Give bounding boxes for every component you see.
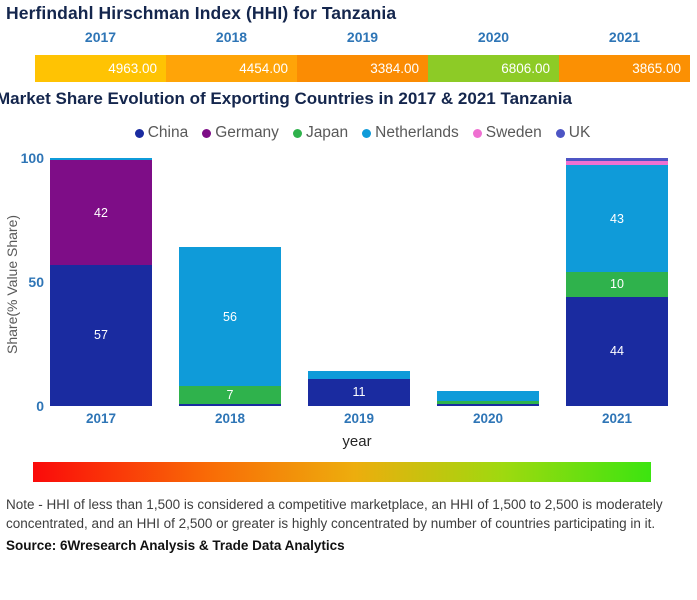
y-tick-100: 100 xyxy=(20,150,44,166)
legend-dot-germany xyxy=(202,128,212,138)
y-tick-0: 0 xyxy=(36,398,44,414)
bar-segment-netherlands-2020 xyxy=(437,391,539,402)
hhi-year-2021: 2021 xyxy=(608,29,641,45)
legend-item-japan[interactable]: Japan xyxy=(292,124,349,142)
legend-label-sweden: Sweden xyxy=(485,124,542,141)
legend-label-japan: Japan xyxy=(305,124,349,141)
legend-item-china[interactable]: China xyxy=(134,124,189,142)
hhi-value-cell-2018: 4454.00 xyxy=(166,55,297,82)
bar-segment-sweden-2021 xyxy=(566,160,668,166)
legend-dot-uk xyxy=(555,128,565,138)
hhi-value-cell-2021: 3865.00 xyxy=(559,55,690,82)
bar-segment-china-2017: 57 xyxy=(50,264,152,406)
bar-segment-japan-2021: 10 xyxy=(566,272,668,297)
bar-segment-netherlands-2021: 43 xyxy=(566,165,668,273)
bar-segment-netherlands-2017 xyxy=(50,158,152,161)
bar-segment-netherlands-2018: 56 xyxy=(179,247,281,387)
bar-segment-japan-2018: 7 xyxy=(179,386,281,404)
legend-label-china: China xyxy=(147,124,189,141)
hhi-years-row: 2017 2018 2019 2020 2021 xyxy=(35,29,690,49)
hhi-year-2019: 2019 xyxy=(346,29,379,45)
legend-item-germany[interactable]: Germany xyxy=(202,124,279,142)
hhi-gradient-scale xyxy=(33,462,651,482)
hhi-title: Herfindahl Hirschman Index (HHI) for Tan… xyxy=(6,3,397,23)
bar-segment-germany-2017: 42 xyxy=(50,160,152,265)
note-text: Note - HHI of less than 1,500 is conside… xyxy=(6,497,663,532)
chart-legend: China Germany Japan Netherlands Sweden UK xyxy=(0,122,697,144)
footer: Note - HHI of less than 1,500 is conside… xyxy=(6,495,678,553)
legend-dot-china xyxy=(134,128,144,138)
hhi-value-cell-2019: 3384.00 xyxy=(297,55,428,82)
legend-dot-japan xyxy=(292,128,302,138)
bar-segment-uk-2021 xyxy=(566,158,668,161)
legend-dot-sweden xyxy=(472,128,482,138)
bar-2017: 57 42 xyxy=(50,158,152,406)
x-axis-ticks: 2017 2018 2019 2020 2021 xyxy=(50,411,668,429)
y-tick-50: 50 xyxy=(28,274,44,290)
legend-label-netherlands: Netherlands xyxy=(375,124,459,141)
hhi-year-2018: 2018 xyxy=(215,29,248,45)
bar-segment-japan-2020 xyxy=(437,401,539,404)
bar-segment-china-2018 xyxy=(179,403,281,406)
plot-area: 57 42 7 56 11 44 10 43 xyxy=(50,158,668,406)
hhi-value-cell-2020: 6806.00 xyxy=(428,55,559,82)
bar-2018: 7 56 xyxy=(179,158,281,406)
x-tick-2017: 2017 xyxy=(85,411,117,426)
bar-2021: 44 10 43 xyxy=(566,158,668,406)
hhi-value-strip: 4963.00 4454.00 3384.00 6806.00 3865.00 xyxy=(35,55,690,82)
legend-label-uk: UK xyxy=(568,124,591,141)
legend-item-sweden[interactable]: Sweden xyxy=(472,124,542,142)
x-tick-2019: 2019 xyxy=(343,411,375,426)
legend-item-netherlands[interactable]: Netherlands xyxy=(362,124,459,142)
bar-2019: 11 xyxy=(308,158,410,406)
hhi-year-2017: 2017 xyxy=(84,29,117,45)
x-axis-label: year xyxy=(342,433,372,450)
bar-segment-china-2021: 44 xyxy=(566,296,668,406)
source-text: Source: 6Wresearch Analysis & Trade Data… xyxy=(6,538,345,554)
market-share-title: Market Share Evolution of Exporting Coun… xyxy=(0,89,572,108)
x-tick-2018: 2018 xyxy=(214,411,246,426)
bar-segment-china-2020 xyxy=(437,403,539,406)
legend-item-uk[interactable]: UK xyxy=(555,124,591,142)
bar-segment-netherlands-2019 xyxy=(308,371,410,379)
hhi-value-cell-2017: 4963.00 xyxy=(35,55,166,82)
legend-label-germany: Germany xyxy=(215,124,279,141)
x-tick-2020: 2020 xyxy=(472,411,504,426)
x-tick-2021: 2021 xyxy=(601,411,633,426)
legend-dot-netherlands xyxy=(362,128,372,138)
bar-segment-china-2019: 11 xyxy=(308,378,410,406)
hhi-year-2020: 2020 xyxy=(477,29,510,45)
bar-2020 xyxy=(437,158,539,406)
